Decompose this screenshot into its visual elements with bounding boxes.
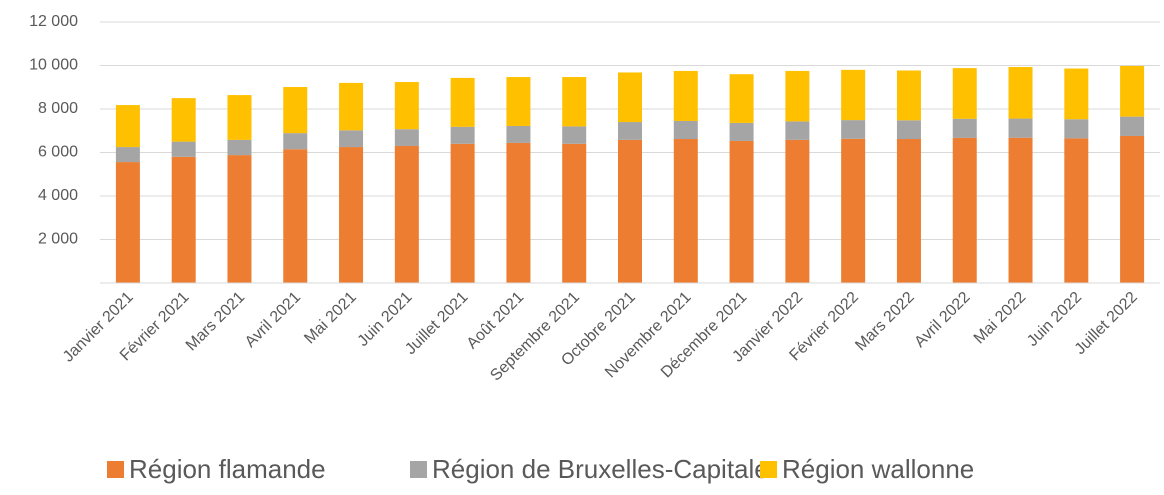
- bar-segment: [283, 87, 308, 134]
- bar-segment: [841, 138, 866, 283]
- bar-segment: [339, 147, 364, 283]
- bar-segment: [785, 121, 810, 140]
- bar-segment: [394, 82, 419, 130]
- legend-swatch: [410, 461, 427, 478]
- y-tick-label: 12 000: [29, 13, 78, 30]
- bar-segment: [729, 122, 754, 141]
- bar-segment: [1064, 138, 1089, 283]
- bar-segment: [283, 149, 308, 283]
- bar-segment: [729, 74, 754, 123]
- legend-label: Région de Bruxelles-Capitale: [432, 454, 769, 484]
- bar-segment: [896, 70, 921, 121]
- bar-segment: [785, 139, 810, 283]
- bar-segment: [952, 118, 977, 138]
- bar-segment: [115, 162, 140, 283]
- bar-segment: [618, 139, 642, 283]
- bar-segment: [952, 137, 977, 283]
- bar-segment: [1120, 135, 1145, 283]
- bar-segment: [115, 105, 140, 148]
- bar-segment: [171, 98, 196, 142]
- bar-segment: [227, 139, 252, 156]
- bar-segment: [115, 147, 140, 163]
- legend-label: Région wallonne: [782, 454, 974, 484]
- y-tick-label: 6 000: [38, 144, 78, 161]
- bar-segment: [506, 125, 531, 143]
- bar-segment: [896, 120, 921, 140]
- bar-segment: [227, 95, 252, 140]
- bar-segment: [394, 129, 419, 146]
- bar-segment: [896, 139, 921, 283]
- y-tick-label: 2 000: [38, 231, 78, 248]
- y-tick-label: 10 000: [29, 57, 78, 74]
- legend-swatch: [760, 461, 777, 478]
- bar-segment: [673, 139, 698, 283]
- x-tick-label: Mars 2021: [183, 289, 249, 355]
- bar-segment: [1008, 137, 1033, 283]
- x-tick-label: Avril 2021: [242, 289, 304, 351]
- x-tick-label: Mai 2022: [971, 289, 1030, 348]
- bar-segment: [227, 155, 252, 283]
- bar-segment: [339, 82, 364, 131]
- bar-segment: [506, 142, 531, 283]
- bar-segment: [785, 70, 810, 122]
- bar-segment: [562, 143, 587, 283]
- bar-segment: [618, 72, 642, 123]
- bar-segment: [952, 68, 977, 119]
- bar-segment: [673, 120, 698, 140]
- bar-segment: [506, 77, 531, 126]
- x-tick-label: Mai 2021: [301, 289, 360, 348]
- y-tick-label: 4 000: [38, 187, 78, 204]
- bar-segment: [450, 126, 475, 144]
- x-tick-label: Avril 2022: [911, 289, 973, 351]
- legend-swatch: [107, 461, 124, 478]
- bar-segment: [171, 156, 196, 283]
- bar-segment: [1064, 119, 1089, 139]
- bar-segment: [283, 133, 308, 150]
- x-tick-label: Mars 2022: [852, 289, 918, 355]
- bar-segment: [1120, 65, 1145, 117]
- legend-label: Région flamande: [129, 454, 326, 484]
- bar-segment: [1008, 67, 1033, 119]
- bar-segment: [1008, 118, 1033, 138]
- y-tick-label: 8 000: [38, 100, 78, 117]
- bar-segment: [729, 140, 754, 283]
- bar-segment: [450, 77, 475, 127]
- bar-segment: [450, 143, 475, 283]
- bar-segment: [1120, 116, 1145, 136]
- bar-segment: [339, 130, 364, 148]
- bar-segment: [562, 77, 587, 127]
- bar-segment: [171, 141, 196, 157]
- bar-segment: [841, 120, 866, 139]
- bar-segment: [618, 122, 642, 140]
- bar-segment: [394, 145, 419, 283]
- bar-segment: [562, 126, 587, 144]
- bar-segment: [673, 70, 698, 121]
- bar-segment: [841, 69, 866, 121]
- bar-segment: [1064, 68, 1089, 120]
